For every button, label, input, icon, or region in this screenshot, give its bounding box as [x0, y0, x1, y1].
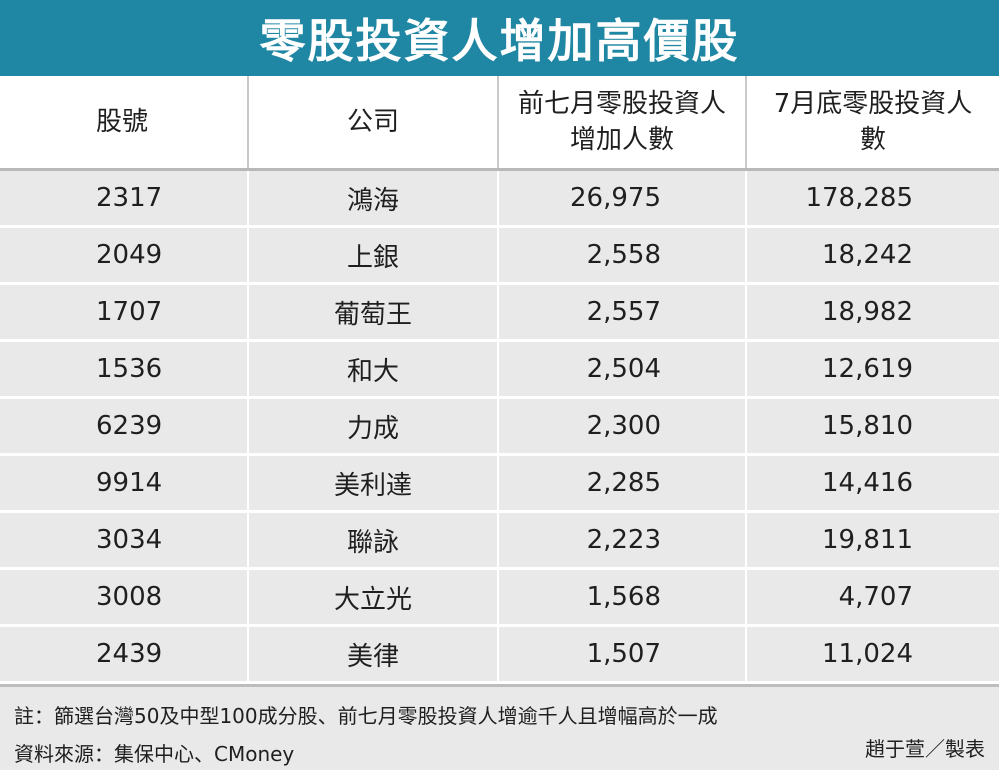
increase-cell: 2,223	[498, 511, 747, 570]
total-cell: 12,619	[746, 340, 999, 399]
company-cell: 上銀	[248, 226, 499, 285]
increase-cell: 1,507	[498, 625, 747, 684]
table-row: 9914 美利達 2,285 14,416	[0, 454, 999, 513]
company-cell: 美律	[248, 625, 499, 684]
table-header-row: 股號 公司 前七月零股投資人 增加人數 7月底零股投資人 數	[0, 76, 999, 171]
company-cell: 力成	[248, 397, 499, 456]
increase-cell: 2,504	[498, 340, 747, 399]
table-row: 2049 上銀 2,558 18,242	[0, 226, 999, 285]
increase-cell: 1,568	[498, 568, 747, 627]
increase-cell: 2,557	[498, 283, 747, 342]
title-bar: 零股投資人增加高價股	[0, 0, 999, 76]
company-cell: 聯詠	[248, 511, 499, 570]
stock-table: 股號 公司 前七月零股投資人 增加人數 7月底零股投資人 數 2317 鴻海 2…	[0, 76, 999, 684]
total-cell: 18,982	[746, 283, 999, 342]
total-cell: 11,024	[746, 625, 999, 684]
stock-code-cell: 2439	[0, 625, 249, 684]
total-cell: 19,811	[746, 511, 999, 570]
table-row: 3034 聯詠 2,223 19,811	[0, 511, 999, 570]
stock-code-cell: 3008	[0, 568, 249, 627]
credit-line: 趙于萱／製表	[865, 737, 985, 761]
header-increase: 前七月零股投資人 增加人數	[498, 76, 747, 171]
header-stock-code: 股號	[0, 76, 249, 171]
table-row: 1536 和大 2,504 12,619	[0, 340, 999, 399]
company-cell: 和大	[248, 340, 499, 399]
footnote: 註：篩選台灣50及中型100成分股、前七月零股投資人增逾千人且增幅高於一成	[14, 704, 718, 728]
source-line: 資料來源：集保中心、CMoney	[14, 742, 295, 766]
company-cell: 葡萄王	[248, 283, 499, 342]
table-row: 3008 大立光 1,568 4,707	[0, 568, 999, 627]
company-cell: 大立光	[248, 568, 499, 627]
header-total-line2: 數	[859, 125, 886, 155]
increase-cell: 2,300	[498, 397, 747, 456]
total-cell: 15,810	[746, 397, 999, 456]
header-total-line1: 7月底零股投資人	[773, 89, 973, 119]
stock-code-cell: 3034	[0, 511, 249, 570]
table-row: 1707 葡萄王 2,557 18,982	[0, 283, 999, 342]
table-row: 2439 美律 1,507 11,024	[0, 625, 999, 684]
header-increase-line1: 前七月零股投資人	[517, 89, 726, 119]
increase-cell: 2,558	[498, 226, 747, 285]
stock-code-cell: 1536	[0, 340, 249, 399]
header-company: 公司	[248, 76, 499, 171]
increase-cell: 2,285	[498, 454, 747, 513]
total-cell: 178,285	[746, 169, 999, 228]
header-increase-line2: 增加人數	[569, 125, 674, 155]
increase-cell: 26,975	[498, 169, 747, 228]
total-cell: 18,242	[746, 226, 999, 285]
page-title: 零股投資人增加高價股	[259, 14, 740, 68]
stock-code-cell: 2049	[0, 226, 249, 285]
table-row: 2317 鴻海 26,975 178,285	[0, 169, 999, 228]
stock-code-cell: 6239	[0, 397, 249, 456]
stock-code-cell: 9914	[0, 454, 249, 513]
total-cell: 4,707	[746, 568, 999, 627]
company-cell: 美利達	[248, 454, 499, 513]
stock-code-cell: 1707	[0, 283, 249, 342]
company-cell: 鴻海	[248, 169, 499, 228]
header-total: 7月底零股投資人 數	[746, 76, 999, 171]
table-row: 6239 力成 2,300 15,810	[0, 397, 999, 456]
total-cell: 14,416	[746, 454, 999, 513]
footer-notes: 註：篩選台灣50及中型100成分股、前七月零股投資人增逾千人且增幅高於一成 資料…	[0, 684, 999, 770]
stock-code-cell: 2317	[0, 169, 249, 228]
